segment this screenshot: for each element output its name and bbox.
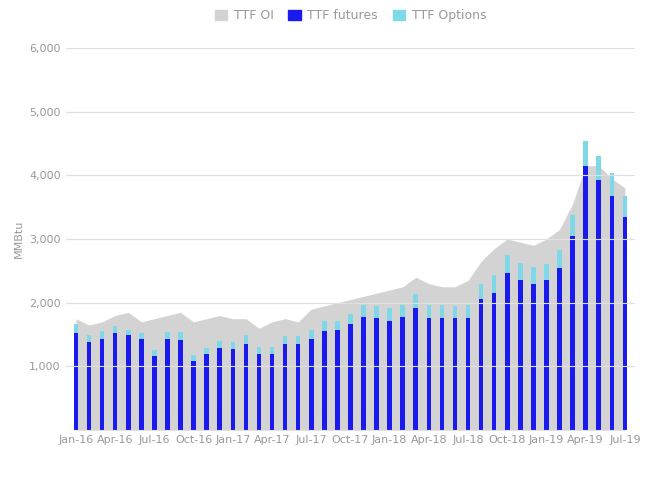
Bar: [361, 317, 365, 430]
Bar: [544, 264, 549, 281]
Bar: [610, 196, 614, 430]
Bar: [531, 267, 536, 283]
Bar: [86, 335, 91, 342]
Bar: [557, 250, 562, 268]
Bar: [322, 331, 327, 430]
Bar: [73, 333, 78, 430]
Bar: [584, 141, 588, 166]
Bar: [453, 306, 457, 318]
Bar: [217, 341, 222, 348]
Bar: [597, 180, 601, 430]
Bar: [204, 354, 209, 430]
Bar: [531, 283, 536, 430]
Bar: [610, 174, 614, 196]
Legend: TTF OI, TTF futures, TTF Options: TTF OI, TTF futures, TTF Options: [210, 4, 491, 27]
Bar: [387, 308, 392, 321]
Bar: [244, 335, 248, 344]
Bar: [440, 305, 444, 318]
Bar: [309, 330, 314, 339]
Bar: [348, 325, 352, 430]
Bar: [296, 344, 301, 430]
Bar: [466, 318, 470, 430]
Bar: [191, 355, 196, 361]
Bar: [584, 166, 588, 430]
Bar: [165, 339, 170, 430]
Bar: [113, 326, 117, 333]
Bar: [505, 255, 510, 273]
Bar: [126, 335, 130, 430]
Bar: [178, 332, 183, 340]
Bar: [571, 236, 575, 430]
Bar: [466, 304, 470, 318]
Bar: [505, 273, 510, 430]
Bar: [204, 348, 209, 354]
Bar: [283, 344, 288, 430]
Bar: [453, 318, 457, 430]
Bar: [440, 318, 444, 430]
Bar: [479, 299, 483, 430]
Bar: [518, 262, 523, 280]
Bar: [270, 354, 274, 430]
Bar: [86, 342, 91, 430]
Bar: [283, 336, 288, 344]
Bar: [492, 275, 496, 293]
Bar: [244, 344, 248, 430]
Bar: [400, 304, 405, 317]
Bar: [191, 361, 196, 430]
Bar: [426, 318, 431, 430]
Bar: [557, 268, 562, 430]
Bar: [73, 324, 78, 333]
Bar: [126, 329, 130, 335]
Bar: [217, 348, 222, 430]
Bar: [544, 281, 549, 430]
Bar: [257, 354, 261, 430]
Bar: [597, 156, 601, 180]
Y-axis label: MMBtu: MMBtu: [14, 220, 24, 258]
Bar: [492, 293, 496, 430]
Bar: [100, 339, 104, 430]
Bar: [387, 321, 392, 430]
Bar: [335, 330, 340, 430]
Bar: [361, 305, 365, 317]
Bar: [400, 317, 405, 430]
Bar: [178, 340, 183, 430]
Bar: [139, 339, 143, 430]
Bar: [374, 318, 379, 430]
Bar: [571, 216, 575, 236]
Bar: [296, 336, 301, 344]
Bar: [113, 333, 117, 430]
Bar: [426, 304, 431, 318]
Bar: [270, 347, 274, 354]
Bar: [374, 306, 379, 318]
Bar: [152, 350, 157, 356]
Bar: [623, 217, 627, 430]
Bar: [165, 332, 170, 339]
Bar: [348, 314, 352, 325]
Bar: [231, 342, 235, 349]
Bar: [322, 321, 327, 331]
Bar: [309, 339, 314, 430]
Bar: [413, 308, 418, 430]
Bar: [479, 283, 483, 299]
Bar: [335, 321, 340, 330]
Bar: [257, 347, 261, 354]
Bar: [100, 331, 104, 339]
Bar: [413, 294, 418, 308]
Bar: [518, 280, 523, 430]
Bar: [231, 349, 235, 430]
Bar: [623, 196, 627, 217]
Bar: [139, 333, 143, 339]
Bar: [152, 356, 157, 430]
